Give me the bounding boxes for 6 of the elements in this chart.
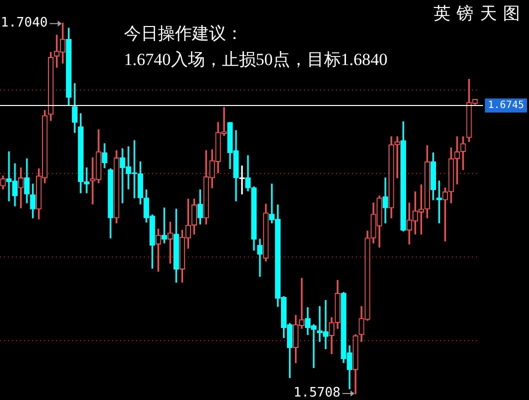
annotation: 今日操作建议： [124, 23, 243, 45]
chart-title: 英 镑 天 图 [433, 3, 521, 25]
annotation: 1.7040 [0, 15, 48, 30]
ref-line-label: 1.6745 [488, 100, 524, 112]
annotation: 1.6740入场，止损50点，目标1.6840 [124, 49, 388, 71]
annotation: 1.5708 [294, 385, 341, 400]
